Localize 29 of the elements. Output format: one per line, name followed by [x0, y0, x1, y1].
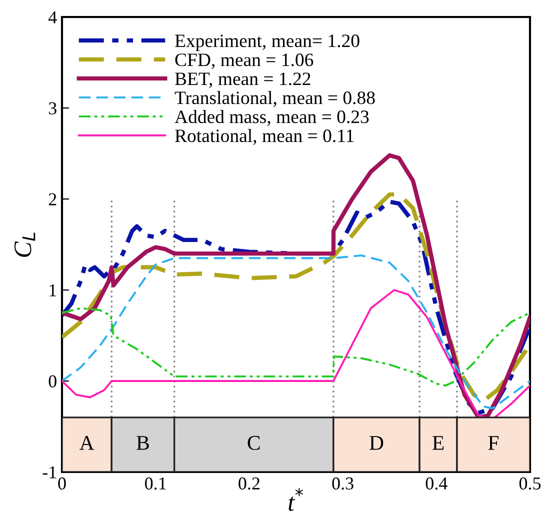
band-label: D [370, 436, 384, 450]
x-tick-label: 0.1 [145, 477, 166, 490]
band-label: B [136, 436, 149, 450]
band-label: F [488, 436, 499, 450]
y-tick-label: 0 [48, 375, 56, 388]
band-label: C [248, 436, 260, 450]
band-label: E [432, 436, 444, 450]
y-tick-label: 1 [50, 284, 56, 296]
x-axis-title: t$^{*}$ [288, 488, 304, 511]
x-tick-label: 0.4 [426, 477, 448, 490]
legend-label: BET, mean = 1.22 [175, 72, 310, 88]
legend-label: Added mass, mean = 0.23 [174, 110, 369, 126]
y-axis-title: C$_{L}$ [14, 232, 36, 257]
y-tick-label: 4 [48, 11, 57, 24]
legend-label: Experiment, mean= 1.20 [175, 34, 360, 51]
line-series [62, 307, 530, 387]
x-tick-label: 0.3 [332, 477, 354, 490]
y-tick-label: 3 [48, 102, 56, 114]
line-series [62, 153, 530, 420]
legend-label: Translational, mean = 0.88 [174, 90, 375, 107]
x-tick-label: 0.2 [238, 477, 260, 490]
line-series [62, 254, 530, 410]
y-tick-label: 2 [48, 193, 56, 206]
legend-label: CFD, mean = 1.06 [175, 54, 314, 69]
y-tick-label: -1 [42, 466, 56, 478]
band-label: A [79, 436, 94, 450]
legend-label: Rotational, mean = 0.11 [175, 128, 354, 145]
x-tick-label: 0 [58, 477, 66, 490]
x-tick-label: 0.5 [519, 477, 541, 490]
